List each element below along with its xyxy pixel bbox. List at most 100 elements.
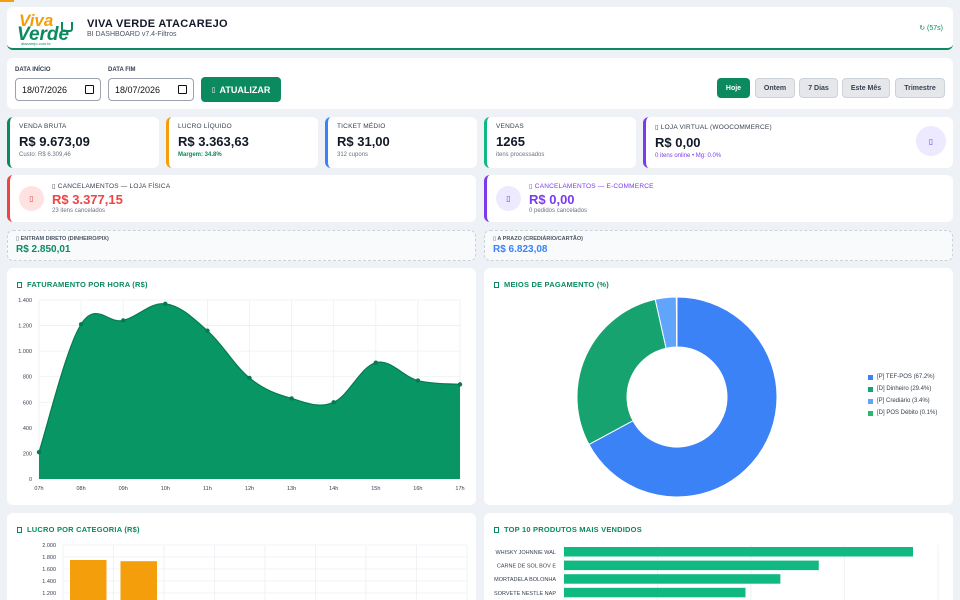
revenue-area bbox=[39, 303, 460, 479]
payment-methods-panel: MEIOS DE PAGAMENTO (%) [P] TEF-POS (67.2… bbox=[484, 268, 953, 505]
data-point bbox=[415, 378, 421, 383]
cancellations-online-card: ▯ ▯ CANCELAMENTOS — E-COMMERCE R$ 0,00 0… bbox=[484, 175, 953, 222]
brand-block: VIVA VERDE ATACAREJO BI DASHBOARD v7.4-F… bbox=[87, 18, 228, 38]
refresh-icon: ↻ bbox=[919, 25, 926, 32]
x-tick-label: 11h bbox=[203, 486, 212, 492]
calendar-icon[interactable] bbox=[85, 85, 94, 94]
y-tick-label: 1.400 bbox=[42, 579, 56, 585]
x-tick-label: 08h bbox=[77, 486, 86, 492]
quick-filter-quarter[interactable]: Trimestre bbox=[895, 78, 945, 98]
ban-icon: ▯ bbox=[496, 186, 521, 211]
y-tick-label: 400 bbox=[23, 426, 32, 432]
store-icon: ▯ bbox=[655, 124, 661, 131]
legend-item[interactable]: [D] POS Débito (0.1%) bbox=[868, 407, 937, 419]
end-date-label: DATA FIM bbox=[108, 67, 136, 73]
data-point bbox=[163, 301, 168, 307]
x-tick-label: 16h bbox=[413, 486, 422, 492]
data-point bbox=[289, 396, 294, 401]
payment-legend: [P] TEF-POS (67.2%) [D] Dinheiro (29.4%) [… bbox=[868, 371, 937, 419]
app-title: VIVA VERDE ATACAREJO bbox=[87, 17, 228, 30]
data-point bbox=[457, 382, 463, 387]
legend-label: [P] Crediário (3.4%) bbox=[877, 398, 930, 404]
globe-icon: ▯ bbox=[529, 183, 535, 190]
pie-slice bbox=[675, 296, 678, 348]
clock-icon: ▯ bbox=[493, 236, 498, 242]
kpi-online-store: ▯ LOJA VIRTUAL (WOOCOMMERCE) R$ 0,00 0 i… bbox=[643, 117, 953, 168]
legend-item[interactable]: [P] TEF-POS (67.2%) bbox=[868, 371, 937, 383]
kpi-net-profit: LUCRO LÍQUIDO R$ 3.363,63 Margem: 34.8% bbox=[166, 117, 318, 168]
legend-swatch bbox=[868, 398, 873, 404]
data-point bbox=[373, 360, 378, 365]
kpi-average-ticket: TICKET MÉDIO R$ 31,00 312 cupons bbox=[325, 117, 477, 168]
legend-label: [D] POS Débito (0.1%) bbox=[877, 410, 938, 416]
legend-item[interactable]: [D] Dinheiro (29.4%) bbox=[868, 383, 937, 395]
y-tick-label: 1.200 bbox=[42, 591, 56, 597]
data-point bbox=[121, 318, 126, 323]
product-label: SORVETE NESTLE NAP bbox=[494, 591, 556, 597]
product-label: WHISKY JOHNNIE WAL bbox=[495, 550, 556, 556]
x-tick-label: 14h bbox=[329, 486, 338, 492]
quick-filter-this-month[interactable]: Este Mês bbox=[842, 78, 890, 98]
cancellations-physical-card: ▯ ▯ CANCELAMENTOS — LOJA FÍSICA R$ 3.377… bbox=[7, 175, 476, 222]
pie-slice bbox=[576, 298, 667, 446]
ban-icon: ▯ bbox=[19, 186, 44, 211]
legend-swatch bbox=[868, 410, 873, 416]
data-point bbox=[247, 375, 252, 381]
y-tick-label: 600 bbox=[23, 400, 32, 406]
top-products-chart: WHISKY JOHNNIE WAL CARNE DE SOL BOV E MORT… bbox=[494, 545, 939, 600]
category-bar bbox=[70, 560, 107, 600]
category-bar bbox=[120, 561, 157, 600]
legend-swatch bbox=[868, 374, 873, 380]
app-subtitle: BI DASHBOARD v7.4-Filtros bbox=[87, 30, 177, 38]
quick-filter-7-days[interactable]: 7 Dias bbox=[799, 78, 838, 98]
start-date-input[interactable]: 18/07/2026 bbox=[15, 78, 101, 101]
data-point bbox=[36, 449, 42, 455]
legend-item[interactable]: [P] Crediário (3.4%) bbox=[868, 395, 937, 407]
refresh-icon: ▯ bbox=[211, 86, 216, 94]
legend-label: [D] Dinheiro (29.4%) bbox=[877, 386, 932, 392]
trophy-icon bbox=[494, 527, 499, 533]
x-tick-label: 12h bbox=[245, 486, 254, 492]
direct-flow-card: ▯ ENTRAM DIRETO (DINHEIRO/PIX) R$ 2.850,… bbox=[7, 230, 476, 261]
update-button[interactable]: ▯ ATUALIZAR bbox=[201, 77, 281, 102]
calendar-icon[interactable] bbox=[178, 85, 187, 94]
x-tick-label: 15h bbox=[371, 486, 380, 492]
y-tick-label: 1.600 bbox=[42, 567, 56, 573]
x-tick-label: 07h bbox=[34, 486, 43, 492]
x-tick-label: 09h bbox=[119, 486, 128, 492]
y-tick-label: 1.400 bbox=[18, 298, 32, 304]
product-bar bbox=[564, 587, 746, 598]
data-point bbox=[78, 322, 84, 327]
data-point bbox=[331, 400, 336, 405]
card-icon bbox=[494, 282, 499, 288]
product-bar bbox=[564, 574, 781, 584]
kpi-gross-sales: VENDA BRUTA R$ 9.673,09 Custo: R$ 6.309,… bbox=[7, 117, 159, 168]
quick-filter-today[interactable]: Hoje bbox=[717, 78, 750, 98]
x-tick-label: 13h bbox=[287, 486, 296, 492]
loading-bar bbox=[0, 0, 14, 2]
x-tick-label: 17h bbox=[455, 486, 464, 492]
y-tick-label: 0 bbox=[29, 477, 32, 483]
cart-icon bbox=[61, 21, 73, 32]
x-tick-label: 10h bbox=[161, 486, 170, 492]
hourly-revenue-chart: 0 200 400 600 800 1.000 1.200 1.400 07h 08h 09h 10h… bbox=[18, 298, 464, 492]
y-tick-label: 1.800 bbox=[42, 555, 56, 561]
y-tick-label: 1.200 bbox=[18, 324, 32, 330]
payment-methods-chart bbox=[576, 296, 778, 498]
pie-slice bbox=[588, 296, 778, 498]
top-products-panel: TOP 10 PRODUTOS MAIS VENDIDOS WHISKY JOH… bbox=[484, 513, 953, 600]
cart-icon: ▯ bbox=[916, 126, 946, 156]
term-flow-card: ▯ A PRAZO (CREDIÁRIO/CARTÃO) R$ 6.823,08 bbox=[484, 230, 953, 261]
tag-icon bbox=[17, 527, 22, 533]
category-profit-panel: LUCRO POR CATEGORIA (R$) 1.200 1.400 1.600… bbox=[7, 513, 476, 600]
data-point bbox=[205, 328, 210, 333]
legend-swatch bbox=[868, 386, 873, 392]
quick-filter-yesterday[interactable]: Ontem bbox=[755, 78, 795, 98]
chart-icon bbox=[17, 282, 22, 288]
legend-label: [P] TEF-POS (67.2%) bbox=[877, 374, 935, 380]
end-date-input[interactable]: 18/07/2026 bbox=[108, 78, 194, 101]
filter-bar: DATA INÍCIO 18/07/2026 DATA FIM 18/07/20… bbox=[7, 58, 953, 109]
product-bar bbox=[564, 547, 913, 557]
product-bar bbox=[564, 560, 819, 571]
store-icon: ▯ bbox=[52, 183, 58, 190]
